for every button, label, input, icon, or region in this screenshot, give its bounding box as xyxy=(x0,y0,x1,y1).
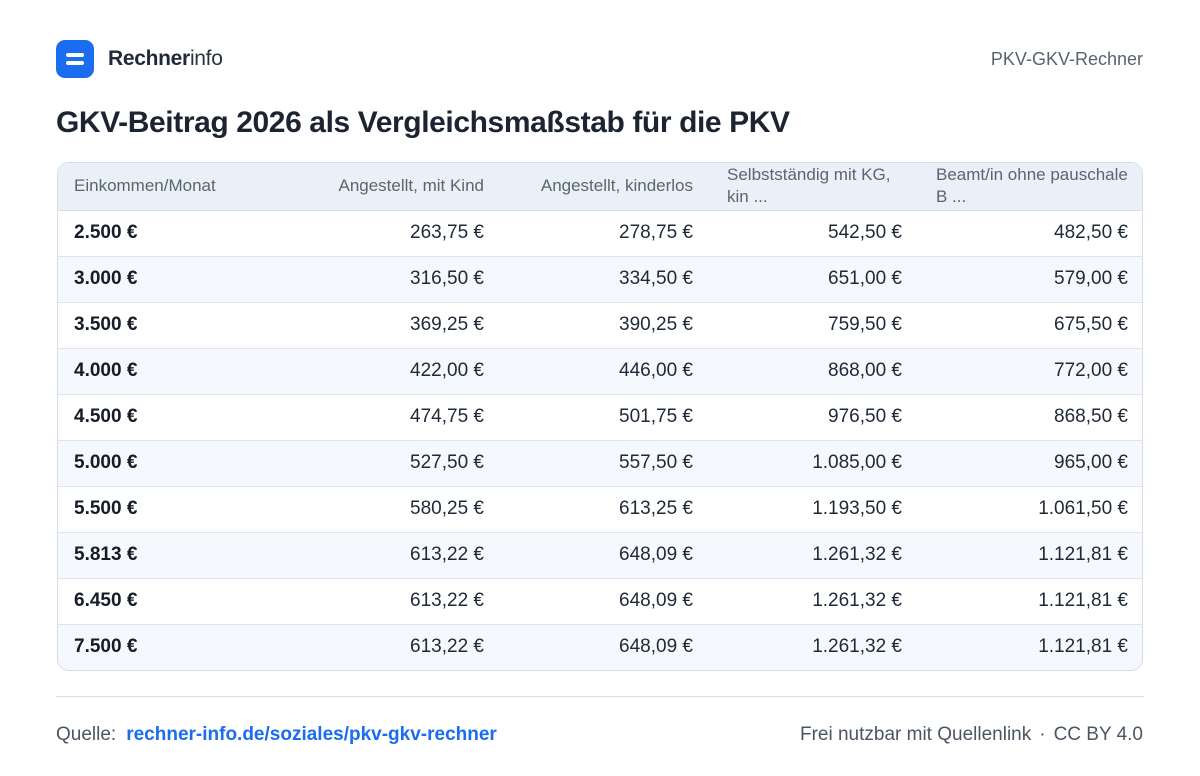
table-row: 6.450 €613,22 €648,09 €1.261,32 €1.121,8… xyxy=(58,578,1142,625)
contribution-cell: 648,09 € xyxy=(500,532,709,579)
brand-name-light: info xyxy=(189,47,223,70)
footer-divider xyxy=(56,696,1144,697)
contribution-cell: 579,00 € xyxy=(918,256,1142,303)
contribution-cell: 390,25 € xyxy=(500,302,709,349)
table-row: 3.000 €316,50 €334,50 €651,00 €579,00 € xyxy=(58,256,1142,303)
column-header-income: Einkommen/Monat xyxy=(58,163,291,211)
contribution-cell: 965,00 € xyxy=(918,440,1142,487)
contribution-cell: 976,50 € xyxy=(709,394,918,441)
contribution-cell: 1.193,50 € xyxy=(709,486,918,533)
license-separator: · xyxy=(1039,724,1046,745)
column-header-civil-servant: Beamt/in ohne pauschale B ... xyxy=(918,163,1142,211)
table-row: 7.500 €613,22 €648,09 €1.261,32 €1.121,8… xyxy=(58,624,1142,670)
contribution-cell: 1.121,81 € xyxy=(918,532,1142,579)
brand-name: Rechnerinfo xyxy=(108,47,223,71)
brand-name-bold: Rechner xyxy=(108,47,190,70)
table-row: 5.000 €527,50 €557,50 €1.085,00 €965,00 … xyxy=(58,440,1142,487)
contribution-cell: 316,50 € xyxy=(291,256,500,303)
source-label: Quelle: xyxy=(56,724,117,745)
license-text: Frei nutzbar mit Quellenlink xyxy=(799,724,1032,745)
contribution-cell: 1.261,32 € xyxy=(709,578,918,625)
income-cell: 7.500 € xyxy=(58,624,291,670)
license-info: Frei nutzbar mit Quellenlink · CC BY 4.0 xyxy=(800,724,1143,746)
contribution-cell: 1.121,81 € xyxy=(918,624,1142,670)
source: Quelle: rechner-info.de/soziales/pkv-gkv-… xyxy=(56,724,497,746)
contribution-cell: 868,50 € xyxy=(918,394,1142,441)
source-link[interactable]: rechner-info.de/soziales/pkv-gkv-rechner xyxy=(126,724,497,745)
header-page-label: PKV-GKV-Rechner xyxy=(990,48,1143,69)
contribution-cell: 1.061,50 € xyxy=(918,486,1142,533)
contribution-cell: 542,50 € xyxy=(709,210,918,257)
contribution-cell: 446,00 € xyxy=(500,348,709,395)
contribution-cell: 675,50 € xyxy=(918,302,1142,349)
contribution-cell: 474,75 € xyxy=(291,394,500,441)
contribution-cell: 613,22 € xyxy=(291,624,500,670)
contribution-table: Einkommen/Monat Angestellt, mit Kind Ang… xyxy=(57,162,1143,671)
income-cell: 4.500 € xyxy=(58,394,291,441)
table-row: 4.000 €422,00 €446,00 €868,00 €772,00 € xyxy=(58,348,1142,395)
table-row: 5.500 €580,25 €613,25 €1.193,50 €1.061,5… xyxy=(58,486,1142,533)
footer: Quelle: rechner-info.de/soziales/pkv-gkv-… xyxy=(56,722,1143,748)
table-row: 5.813 €613,22 €648,09 €1.261,32 €1.121,8… xyxy=(58,532,1142,579)
contribution-cell: 648,09 € xyxy=(500,624,709,670)
contribution-cell: 334,50 € xyxy=(500,256,709,303)
license-name: CC BY 4.0 xyxy=(1053,724,1143,745)
contribution-cell: 1.261,32 € xyxy=(709,532,918,579)
contribution-cell: 759,50 € xyxy=(709,302,918,349)
contribution-cell: 613,25 € xyxy=(500,486,709,533)
contribution-cell: 1.121,81 € xyxy=(918,578,1142,625)
table-row: 3.500 €369,25 €390,25 €759,50 €675,50 € xyxy=(58,302,1142,349)
contribution-cell: 557,50 € xyxy=(500,440,709,487)
column-header-employed-with-child: Angestellt, mit Kind xyxy=(291,163,500,211)
contribution-cell: 369,25 € xyxy=(291,302,500,349)
contribution-cell: 651,00 € xyxy=(709,256,918,303)
rechner-logo-icon xyxy=(56,40,94,78)
contribution-cell: 772,00 € xyxy=(918,348,1142,395)
income-cell: 4.000 € xyxy=(58,348,291,395)
table-header-row: Einkommen/Monat Angestellt, mit Kind Ang… xyxy=(58,163,1142,211)
contribution-cell: 613,22 € xyxy=(291,578,500,625)
contribution-cell: 263,75 € xyxy=(291,210,500,257)
contribution-cell: 278,75 € xyxy=(500,210,709,257)
page-title: GKV-Beitrag 2026 als Vergleichsmaßstab f… xyxy=(56,106,790,139)
contribution-cell: 580,25 € xyxy=(291,486,500,533)
contribution-cell: 613,22 € xyxy=(291,532,500,579)
contribution-cell: 1.261,32 € xyxy=(709,624,918,670)
table-row: 2.500 €263,75 €278,75 €542,50 €482,50 € xyxy=(58,210,1142,257)
income-cell: 5.000 € xyxy=(58,440,291,487)
contribution-cell: 501,75 € xyxy=(500,394,709,441)
brand[interactable]: Rechnerinfo xyxy=(56,40,223,78)
contribution-cell: 868,00 € xyxy=(709,348,918,395)
contribution-cell: 1.085,00 € xyxy=(709,440,918,487)
income-cell: 5.500 € xyxy=(58,486,291,533)
contribution-cell: 648,09 € xyxy=(500,578,709,625)
income-cell: 2.500 € xyxy=(58,210,291,257)
income-cell: 3.000 € xyxy=(58,256,291,303)
income-cell: 5.813 € xyxy=(58,532,291,579)
header: Rechnerinfo PKV-GKV-Rechner xyxy=(56,40,1143,78)
table-row: 4.500 €474,75 €501,75 €976,50 €868,50 € xyxy=(58,394,1142,441)
column-header-employed-childless: Angestellt, kinderlos xyxy=(500,163,709,211)
table-body: 2.500 €263,75 €278,75 €542,50 €482,50 €3… xyxy=(58,210,1142,670)
contribution-cell: 527,50 € xyxy=(291,440,500,487)
income-cell: 6.450 € xyxy=(58,578,291,625)
contribution-cell: 422,00 € xyxy=(291,348,500,395)
income-cell: 3.500 € xyxy=(58,302,291,349)
column-header-self-employed: Selbstständig mit KG, kin ... xyxy=(709,163,918,211)
contribution-cell: 482,50 € xyxy=(918,210,1142,257)
